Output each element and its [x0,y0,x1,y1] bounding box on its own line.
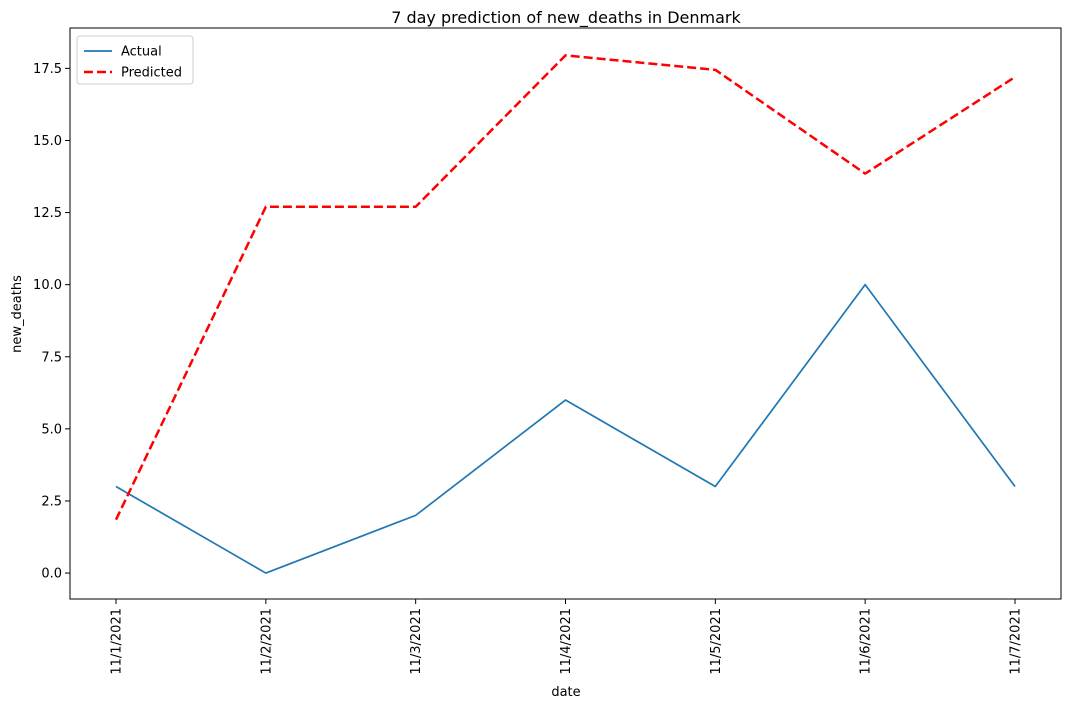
chart-title: 7 day prediction of new_deaths in Denmar… [391,8,741,28]
y-tick-label: 10.0 [33,278,62,293]
x-tick-label: 11/1/2021 [110,608,125,675]
y-tick-label: 2.5 [41,494,62,509]
x-tick-label: 11/6/2021 [859,608,874,675]
y-tick-label: 12.5 [33,206,62,221]
plot-area [69,27,1062,600]
y-tick-label: 15.0 [33,134,62,149]
x-tick-label: 11/7/2021 [1009,608,1024,675]
y-axis-label: new_deaths [10,275,25,353]
legend: Actual Predicted [76,35,194,85]
x-axis-label: date [551,685,580,700]
x-tick-label: 11/2/2021 [259,608,274,675]
legend-label-predicted: Predicted [121,66,182,81]
x-tick-label: 11/5/2021 [709,608,724,675]
x-tick-label: 11/3/2021 [409,608,424,675]
legend-label-actual: Actual [121,45,162,60]
y-axis: 0.0 2.5 5.0 7.5 10.0 12.5 15.0 17.5 [33,62,70,582]
y-tick-label: 17.5 [33,62,62,77]
y-tick-label: 5.0 [41,422,62,437]
x-tick-label: 11/4/2021 [559,608,574,675]
y-tick-label: 7.5 [41,350,62,365]
y-tick-label: 0.0 [41,567,62,582]
x-axis: 11/1/2021 11/2/2021 11/3/2021 11/4/2021 11/5… [110,599,1024,675]
